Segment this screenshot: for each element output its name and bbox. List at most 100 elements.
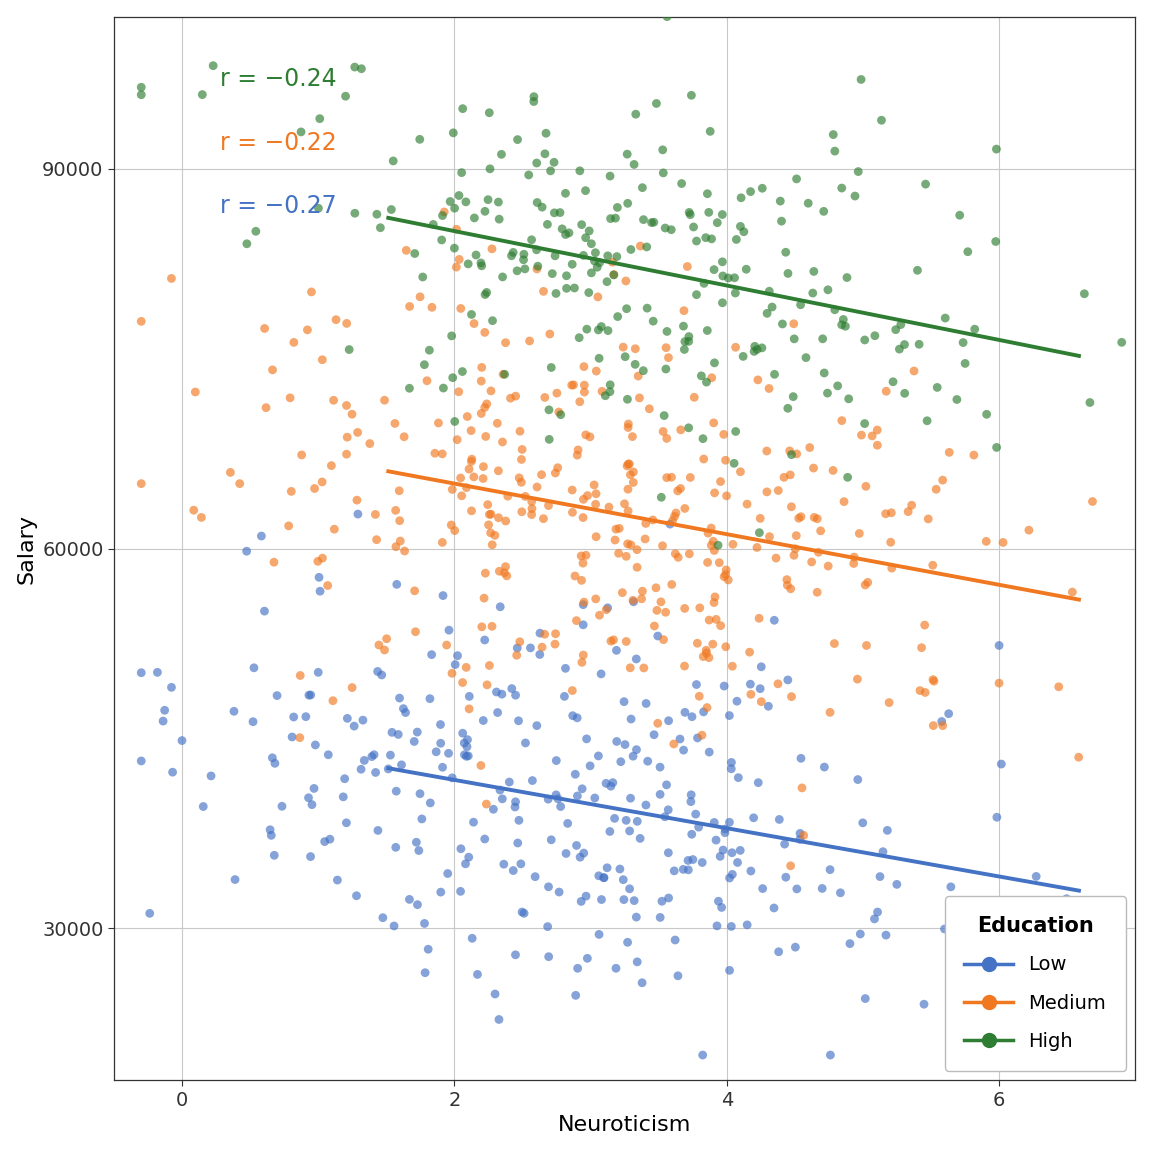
Medium	[327, 311, 346, 329]
High	[680, 418, 698, 437]
Low	[490, 1010, 508, 1029]
Medium	[1069, 748, 1087, 766]
Low	[338, 813, 356, 832]
High	[619, 195, 637, 213]
Medium	[645, 616, 664, 635]
Low	[316, 833, 334, 851]
Medium	[698, 698, 717, 717]
Medium	[348, 423, 366, 441]
Medium	[448, 431, 467, 449]
Low	[594, 869, 613, 887]
Medium	[649, 714, 667, 733]
Low	[369, 821, 387, 840]
Medium	[162, 270, 181, 288]
Medium	[641, 400, 659, 418]
High	[771, 192, 789, 211]
High	[551, 204, 569, 222]
Medium	[803, 553, 821, 571]
Low	[491, 781, 509, 799]
High	[758, 304, 776, 323]
Low	[612, 752, 630, 771]
Medium	[666, 507, 684, 525]
Y-axis label: Salary: Salary	[16, 514, 37, 584]
High	[570, 161, 589, 180]
Medium	[702, 536, 720, 554]
Low	[832, 884, 850, 902]
Medium	[924, 717, 942, 735]
High	[726, 283, 744, 302]
Medium	[575, 382, 593, 401]
Medium	[750, 609, 768, 628]
Medium	[494, 365, 513, 384]
High	[791, 296, 810, 314]
High	[616, 348, 635, 366]
Low	[433, 758, 452, 776]
Medium	[778, 576, 796, 594]
High	[779, 399, 797, 417]
High	[950, 206, 969, 225]
High	[590, 253, 608, 272]
Text: r = −0.24: r = −0.24	[220, 67, 336, 91]
High	[895, 335, 914, 354]
Medium	[700, 611, 719, 629]
Medium	[476, 399, 494, 417]
Low	[621, 880, 639, 899]
High	[824, 126, 842, 144]
Medium	[480, 506, 499, 524]
High	[819, 281, 838, 300]
Medium	[444, 480, 462, 499]
Medium	[498, 567, 516, 585]
Medium	[785, 314, 803, 333]
High	[514, 250, 532, 268]
Medium	[318, 576, 336, 594]
High	[476, 202, 494, 220]
Low	[476, 829, 494, 848]
High	[887, 320, 905, 339]
High	[508, 130, 526, 149]
Low	[387, 575, 406, 593]
Medium	[850, 524, 869, 543]
High	[132, 78, 151, 97]
High	[490, 192, 508, 211]
High	[688, 232, 706, 250]
Low	[680, 861, 698, 879]
Low	[303, 795, 321, 813]
Medium	[819, 556, 838, 575]
Medium	[132, 475, 151, 493]
High	[592, 317, 611, 335]
Medium	[452, 300, 470, 318]
High	[681, 205, 699, 223]
High	[680, 332, 698, 350]
Legend: Low, Medium, High: Low, Medium, High	[945, 896, 1126, 1070]
High	[958, 242, 977, 260]
Medium	[835, 492, 854, 510]
High	[624, 156, 643, 174]
High	[579, 221, 598, 240]
Low	[668, 967, 687, 985]
Low	[439, 864, 457, 882]
Low	[649, 627, 667, 645]
Low	[628, 953, 646, 971]
Low	[452, 882, 470, 901]
Low	[851, 925, 870, 943]
Low	[627, 650, 645, 668]
Low	[506, 946, 524, 964]
Low	[594, 869, 613, 887]
Low	[990, 636, 1008, 654]
Low	[432, 882, 450, 901]
High	[433, 206, 452, 225]
Medium	[869, 435, 887, 454]
Medium	[450, 250, 469, 268]
Low	[394, 699, 412, 718]
Medium	[811, 522, 829, 540]
Medium	[605, 265, 623, 283]
Low	[432, 734, 450, 752]
Medium	[768, 675, 787, 694]
Medium	[458, 408, 477, 426]
Low	[416, 963, 434, 982]
Medium	[857, 477, 876, 495]
Medium	[508, 646, 526, 665]
Low	[694, 854, 712, 872]
Medium	[737, 495, 756, 514]
High	[713, 205, 732, 223]
